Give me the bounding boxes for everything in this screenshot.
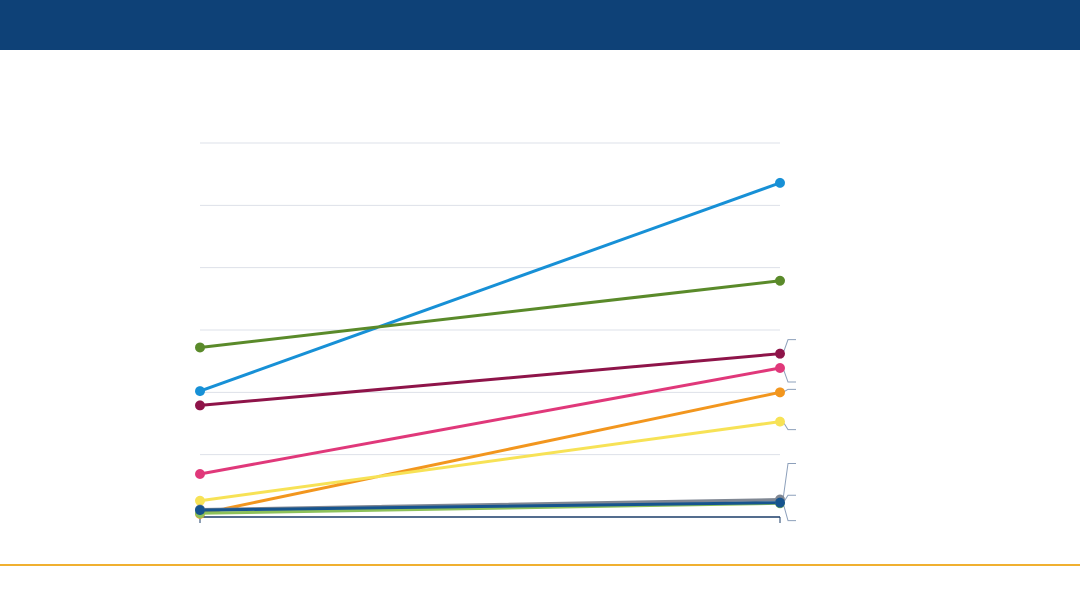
data-point-2-0 [195,400,205,411]
data-point-0-1 [775,177,785,188]
data-point-1-1 [775,275,785,286]
series-points [195,177,785,519]
label-leader-0-0 [782,339,796,354]
series-line-3 [198,366,782,476]
label-leaders [782,339,796,522]
footer-rule [0,564,1080,566]
data-point-4-1 [775,387,785,398]
grid-lines [200,142,780,456]
label-leader-1-1 [782,421,796,431]
series-line-8 [198,501,782,512]
header-bar [0,0,1080,50]
series-line-2 [198,352,782,407]
label-leader-2-0 [782,463,796,500]
data-point-3-1 [775,363,785,374]
data-point-2-1 [775,348,785,359]
data-point-8-0 [195,505,205,516]
series-line-0 [198,181,782,393]
data-point-8-1 [775,497,785,508]
series-line-4 [198,390,782,516]
data-point-5-0 [195,495,205,506]
data-point-3-0 [195,468,205,479]
data-point-5-1 [775,416,785,427]
x-axis [199,516,781,523]
label-leader-2-2 [782,502,796,522]
data-point-0-0 [195,386,205,397]
series-lines [198,181,782,516]
series-line-1 [198,279,782,349]
series-line-5 [198,420,782,503]
data-point-1-0 [195,342,205,353]
label-leader-0-1 [782,367,796,383]
